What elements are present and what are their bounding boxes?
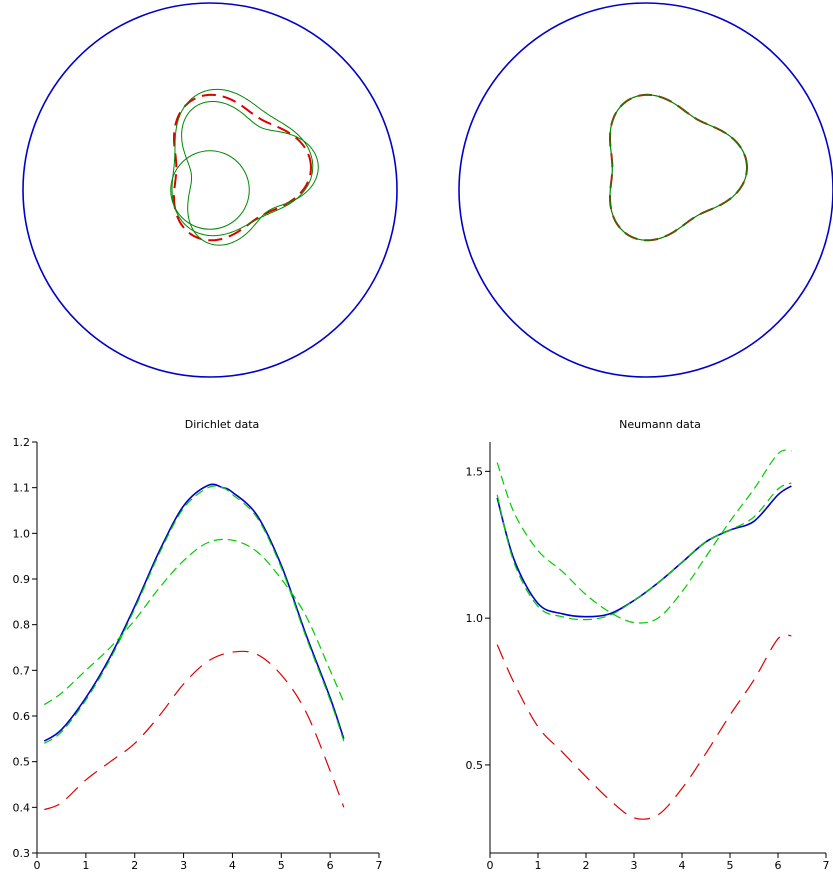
x-tick-label: 0 <box>487 859 494 872</box>
neumann-data-panel: Neumann data 0 1 2 3 4 5 6 7 0.5 1.0 1.5 <box>466 418 830 872</box>
x-tick-label: 4 <box>679 859 686 872</box>
top-right-shape-panel <box>458 2 833 378</box>
initial-guess-circle <box>170 150 250 230</box>
exact-obstacle-curve <box>609 93 749 242</box>
reconstruction-data-line <box>43 538 345 706</box>
final-reconstruction-curve <box>609 94 748 241</box>
exact-data-line <box>496 485 792 618</box>
x-tick-label: 4 <box>229 859 236 872</box>
initial-data-line <box>44 650 345 811</box>
y-tick-label: 0.3 <box>13 847 31 860</box>
x-tick-label: 2 <box>583 859 590 872</box>
x-tick-label: 0 <box>34 859 41 872</box>
reconstruction-data-line <box>43 485 345 744</box>
y-tick-label: 1.0 <box>13 527 31 540</box>
y-tick-label: 1.0 <box>466 612 484 625</box>
iterate-curve <box>171 88 314 237</box>
y-tick-label: 0.8 <box>13 619 31 632</box>
reconstruction-data-line <box>496 482 792 621</box>
iterate-curve <box>181 101 319 246</box>
y-tick-label: 0.9 <box>13 573 31 586</box>
y-tick-label: 0.6 <box>13 710 31 723</box>
outer-boundary-circle <box>22 2 398 378</box>
outer-boundary-circle <box>458 2 833 378</box>
x-tick-label: 7 <box>823 859 830 872</box>
dirichlet-title: Dirichlet data <box>185 418 260 431</box>
x-tick-label: 3 <box>180 859 187 872</box>
y-tick-label: 0.5 <box>13 756 31 769</box>
y-tick-label: 1.1 <box>13 482 31 495</box>
y-tick-label: 0.5 <box>466 759 484 772</box>
x-tick-label: 7 <box>376 859 383 872</box>
x-tick-label: 5 <box>727 859 734 872</box>
reconstruction-data-line <box>496 449 792 624</box>
y-tick-label: 0.7 <box>13 664 31 677</box>
x-tick-label: 3 <box>631 859 638 872</box>
neumann-title: Neumann data <box>619 418 701 431</box>
top-left-shape-panel <box>22 2 398 378</box>
x-tick-label: 5 <box>278 859 285 872</box>
y-tick-label: 0.4 <box>13 801 31 814</box>
initial-data-line <box>496 634 792 820</box>
exact-data-line <box>43 483 345 742</box>
y-tick-label: 1.5 <box>466 465 484 478</box>
exact-obstacle-curve <box>173 93 313 242</box>
x-tick-label: 1 <box>82 859 89 872</box>
x-tick-label: 2 <box>131 859 138 872</box>
x-tick-label: 6 <box>327 859 334 872</box>
x-tick-label: 1 <box>535 859 542 872</box>
dirichlet-data-panel: Dirichlet data 0 1 2 3 4 5 6 7 0.3 0.4 0.5 0.6 0.7 0.… <box>13 418 383 872</box>
y-tick-label: 1.2 <box>13 436 31 449</box>
x-tick-label: 6 <box>775 859 782 872</box>
